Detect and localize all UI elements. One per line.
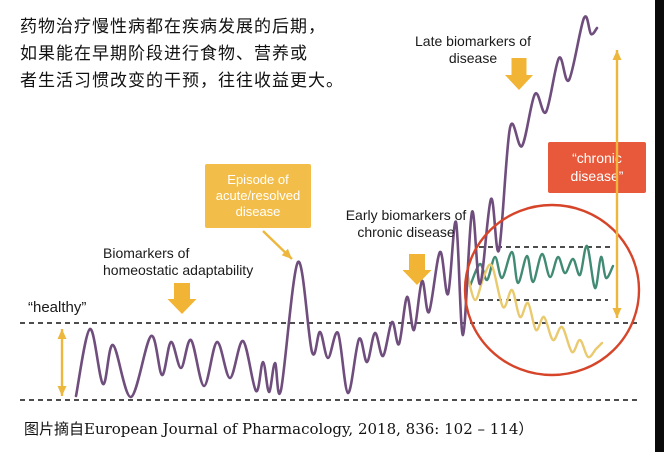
healthy-label: “healthy” — [28, 299, 87, 316]
late-label-line-2: disease — [448, 50, 498, 66]
episode-box-line-3: disease — [235, 204, 281, 219]
disease-deviation-arrow-tail-icon — [612, 50, 622, 60]
episode-box-line-2: acute/resolved — [215, 188, 301, 203]
chronic-highlight-circle — [463, 203, 641, 377]
chronic-box-line-2: disease” — [570, 168, 624, 184]
episode-pointer-arrow-head-icon — [281, 248, 292, 259]
early-biomarkers-label: Early biomarkers of chronic disease — [333, 207, 479, 241]
intro-line-1: 药物治疗慢性病都在疾病发展的后期， — [20, 17, 326, 37]
biomarker-trajectory-curve — [74, 15, 599, 399]
homeostatic-label-line-2: homeostatic adaptability — [103, 262, 254, 278]
episode-box: Episode of acute/resolved disease — [205, 164, 311, 228]
late-label-line-1: Late biomarkers of — [415, 33, 531, 49]
screen-edge-bar — [655, 0, 664, 452]
homeostatic-arrow-icon — [167, 283, 197, 314]
healthy-range-arrow-tail-icon — [57, 329, 67, 339]
intro-line-3: 者生活习惯改变的干预，往往收益更大。 — [20, 71, 344, 91]
early-label-line-2: chronic disease — [357, 224, 455, 240]
early-label-line-1: Early biomarkers of — [345, 207, 467, 223]
stable-biomarker-in-circle-curve — [468, 244, 615, 290]
early-biomarkers-arrow-icon — [402, 254, 432, 285]
chronic-box-line-1: “chronic — [572, 150, 622, 166]
late-biomarkers-label: Late biomarkers of disease — [398, 33, 548, 67]
homeostatic-label: Biomarkers of homeostatic adaptability — [103, 245, 253, 279]
chronic-disease-box: “chronic disease” — [548, 142, 646, 193]
disease-deviation-arrow-head-icon — [612, 308, 622, 318]
declining-biomarker-in-circle-curve — [465, 263, 604, 359]
episode-box-line-1: Episode of — [227, 172, 289, 187]
late-biomarkers-arrow-icon — [505, 58, 533, 90]
homeostatic-label-line-1: Biomarkers of — [103, 245, 190, 261]
healthy-range-arrow-head-icon — [57, 386, 67, 396]
intro-line-2: 如果能在早期阶段进行食物、营养或 — [20, 44, 308, 64]
intro-paragraph: 药物治疗慢性病都在疾病发展的后期， 如果能在早期阶段进行食物、营养或 者生活习惯… — [20, 14, 344, 95]
source-caption: 图片摘自European Journal of Pharmacology, 20… — [24, 420, 534, 438]
